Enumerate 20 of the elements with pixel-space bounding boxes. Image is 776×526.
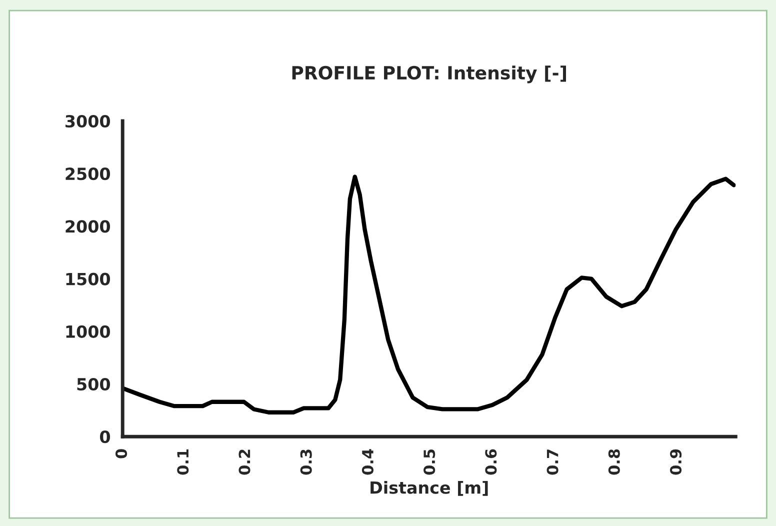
chart-title: PROFILE PLOT: Intensity [-] [292,66,566,84]
x-tick-label: 0 [115,449,128,458]
y-tick-label: 3000 [66,114,110,128]
line-series [122,174,736,414]
x-tick-label: 0.2 [238,450,250,475]
x-tick-label: 0.8 [608,449,620,475]
x-tick-label: 0.5 [424,449,436,475]
x-axis-title: Distance [m] [370,481,488,496]
y-tick-label: 500 [77,378,110,391]
x-tick-label: 0.7 [546,450,558,475]
x-tick-label: 0.4 [362,449,374,475]
y-tick-label: 2000 [66,220,110,233]
x-tick-label: 0.6 [485,449,497,475]
y-tick-label: 1500 [66,272,110,286]
x-tick-label: 0.9 [670,449,682,475]
y-tick-label: 0 [100,430,110,444]
x-tick-label: 0.1 [177,449,189,475]
y-tick-label: 2500 [66,168,110,180]
x-tick-label: 0.3 [300,450,312,475]
y-tick-label: 1000 [66,325,110,338]
